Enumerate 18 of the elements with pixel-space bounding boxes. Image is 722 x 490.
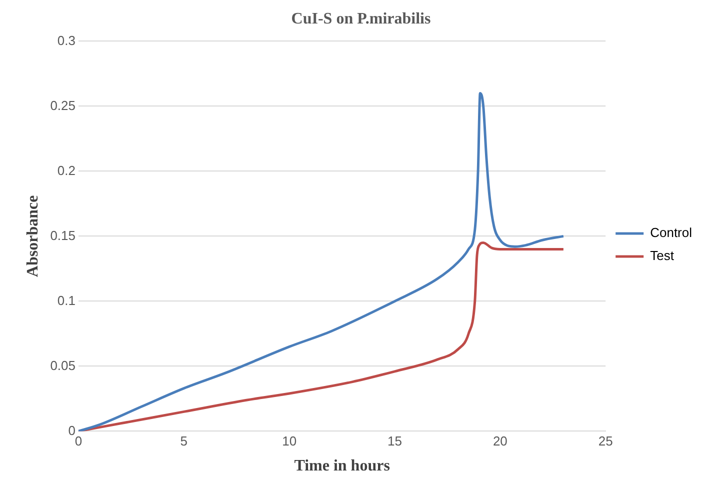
x-tick-label: 5 (180, 434, 188, 449)
y-tick-label: 0.05 (50, 358, 76, 373)
y-tick-label: 0.3 (57, 32, 76, 48)
y-tick-label: 0.2 (57, 162, 76, 178)
chart-title: CuI-S on P.mirabilis (291, 10, 431, 28)
legend-label: Test (650, 248, 674, 264)
x-tick-label: 25 (598, 434, 613, 449)
y-tick-label: 0.15 (50, 228, 76, 243)
x-tick-label: 15 (388, 434, 402, 449)
y-tick-label: 0.1 (57, 292, 76, 308)
x-tick-label: 10 (282, 434, 297, 449)
y-tick-label: 0.25 (50, 98, 76, 113)
legend-label: Control (650, 225, 692, 240)
y-tick-label: 0 (68, 422, 76, 438)
x-axis-title: Time in hours (294, 458, 390, 475)
y-axis-title: Absorbance (24, 195, 42, 278)
x-tick-label: 20 (492, 434, 508, 449)
line-series (78, 92, 565, 432)
